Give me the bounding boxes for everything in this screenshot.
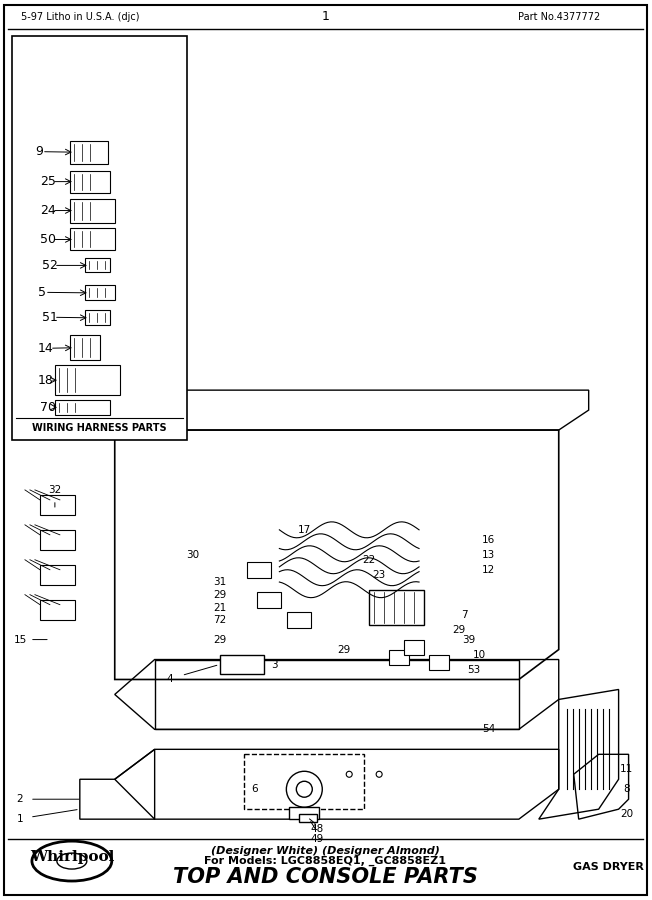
Text: 11: 11	[620, 764, 633, 774]
Text: 39: 39	[462, 634, 475, 644]
Text: Part No.4377772: Part No.4377772	[518, 12, 600, 22]
Text: 18: 18	[38, 374, 53, 387]
Text: 22: 22	[363, 554, 376, 565]
Text: TOP AND CONSOLE PARTS: TOP AND CONSOLE PARTS	[173, 867, 478, 887]
Text: 23: 23	[372, 570, 386, 580]
Text: 29: 29	[213, 634, 226, 644]
Text: 5-97 Litho in U.S.A. (djc): 5-97 Litho in U.S.A. (djc)	[21, 12, 139, 22]
Text: 52: 52	[42, 259, 58, 272]
Text: 3: 3	[271, 660, 278, 670]
Text: 6: 6	[251, 784, 258, 794]
Bar	[70, 140, 108, 164]
Bar	[70, 336, 100, 360]
Bar	[40, 530, 75, 550]
Bar	[85, 258, 110, 273]
Text: 51: 51	[42, 310, 58, 324]
Bar	[244, 754, 364, 809]
Text: For Models: LGC8858EQ1, _GC8858EZ1: For Models: LGC8858EQ1, _GC8858EZ1	[204, 856, 446, 866]
Text: 17: 17	[298, 525, 311, 535]
Text: 16: 16	[482, 535, 496, 544]
Bar	[85, 285, 115, 301]
Text: 29: 29	[452, 625, 466, 634]
Bar	[429, 654, 449, 670]
Text: 1: 1	[321, 11, 329, 23]
Bar	[70, 229, 115, 250]
Text: 53: 53	[467, 664, 481, 674]
Text: 12: 12	[482, 564, 496, 575]
Text: (Designer White) (Designer Almond): (Designer White) (Designer Almond)	[211, 846, 439, 856]
Bar	[258, 591, 282, 608]
Text: 7: 7	[461, 609, 467, 619]
Text: 14: 14	[38, 342, 53, 355]
Bar	[70, 199, 115, 222]
Text: 15: 15	[13, 634, 27, 644]
Text: 9: 9	[35, 145, 43, 158]
Text: 31: 31	[213, 577, 226, 587]
Text: GAS DRYER: GAS DRYER	[573, 862, 644, 872]
Text: 70: 70	[40, 400, 56, 414]
Bar	[12, 36, 186, 440]
Text: 21: 21	[213, 603, 226, 613]
Bar	[248, 562, 271, 578]
Text: Whirlpool: Whirlpool	[29, 850, 114, 864]
Text: 25: 25	[40, 176, 56, 188]
Text: 2: 2	[17, 794, 23, 805]
Bar	[85, 310, 110, 325]
Bar	[299, 814, 318, 823]
Text: 54: 54	[482, 724, 496, 734]
Bar	[289, 807, 319, 819]
Bar	[40, 599, 75, 619]
Bar	[220, 654, 265, 674]
Text: 29: 29	[213, 590, 226, 599]
Bar	[288, 612, 311, 627]
Bar	[55, 400, 110, 415]
Bar	[404, 640, 424, 654]
Text: 8: 8	[623, 784, 630, 794]
Text: 13: 13	[482, 550, 496, 560]
Text: 49: 49	[310, 834, 324, 844]
Bar	[389, 650, 409, 664]
Text: 30: 30	[186, 550, 199, 560]
Text: 24: 24	[40, 204, 55, 217]
Bar	[40, 495, 75, 515]
Text: WIRING HARNESS PARTS: WIRING HARNESS PARTS	[32, 423, 167, 433]
Text: 48: 48	[310, 824, 324, 834]
Text: 29: 29	[338, 644, 351, 654]
Bar	[40, 564, 75, 585]
Bar	[55, 365, 120, 395]
Text: 50: 50	[40, 233, 56, 246]
Bar	[70, 171, 110, 193]
Bar	[369, 590, 424, 625]
Text: 5: 5	[38, 286, 46, 299]
Text: 4: 4	[166, 674, 173, 685]
Text: 72: 72	[213, 615, 226, 625]
Text: 32: 32	[48, 485, 61, 495]
Text: 10: 10	[472, 650, 486, 660]
Text: 20: 20	[620, 809, 633, 819]
Text: 1: 1	[17, 814, 23, 824]
